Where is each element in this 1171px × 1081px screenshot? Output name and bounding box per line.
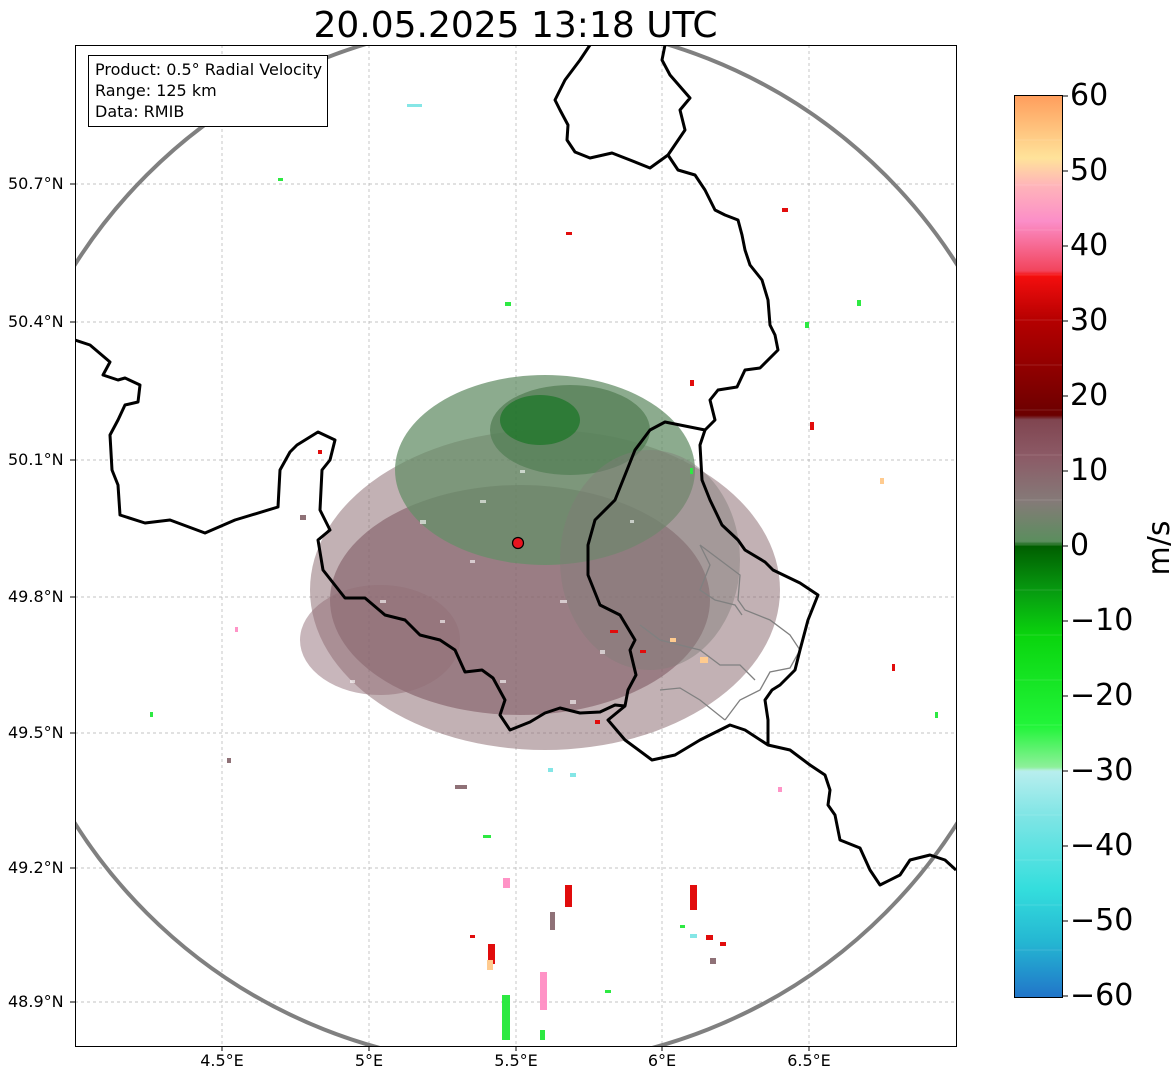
map-title: 20.05.2025 13:18 UTC (313, 5, 718, 46)
national-borders (75, 45, 956, 887)
lat-tick-label: 49.5°N (8, 723, 64, 742)
colorbar-tick-label: −50 (1070, 903, 1134, 938)
colorbar-gradient (1014, 95, 1062, 997)
lon-tick-label: 6.5°E (787, 1051, 831, 1070)
lat-tick-label: 48.9°N (8, 992, 64, 1011)
product-info-box: Product: 0.5° Radial Velocity Range: 125… (88, 55, 329, 127)
range-label: Range: 125 km (95, 81, 217, 100)
colorbar-unit-label: m/s (1141, 520, 1171, 576)
colorbar-tick-label: 0 (1070, 528, 1090, 563)
colorbar-tick-label: −20 (1070, 678, 1134, 713)
data-source-label: Data: RMIB (95, 102, 185, 121)
colorbar-tick-label: −40 (1070, 828, 1134, 863)
colorbar (1014, 95, 1068, 998)
lon-tick-label: 6°E (647, 1051, 677, 1070)
lat-tick-label: 50.1°N (8, 450, 64, 469)
product-label: Product: 0.5° Radial Velocity (95, 60, 323, 79)
colorbar-tick-label: −60 (1070, 978, 1134, 1013)
lat-tick-label: 50.7°N (8, 174, 64, 193)
colorbar-tick-label: −10 (1070, 603, 1134, 638)
axis-ticks (70, 183, 810, 1051)
lat-tick-label: 50.4°N (8, 312, 64, 331)
lat-tick-label: 49.2°N (8, 858, 64, 877)
colorbar-tick-label: 30 (1070, 303, 1109, 338)
colorbar-tick-label: −30 (1070, 753, 1134, 788)
radar-echoes (150, 104, 938, 1040)
lat-tick-label: 49.8°N (8, 587, 64, 606)
lon-tick-label: 5.5°E (494, 1051, 538, 1070)
colorbar-tick-label: 60 (1070, 78, 1109, 113)
colorbar-tick-label: 40 (1070, 228, 1109, 263)
subdivision-borders (639, 544, 801, 721)
colorbar-tick-label: 50 (1070, 153, 1109, 188)
lon-tick-label: 4.5°E (200, 1051, 244, 1070)
colorbar-tick-label: 10 (1070, 453, 1109, 488)
lon-tick-label: 5°E (354, 1051, 384, 1070)
radar-site-marker (511, 536, 525, 550)
colorbar-tick-label: 20 (1070, 378, 1109, 413)
